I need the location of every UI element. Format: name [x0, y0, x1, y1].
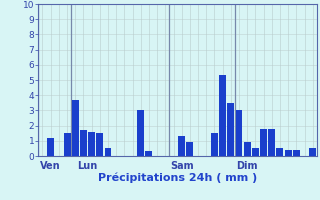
Bar: [227, 103, 234, 156]
Bar: [80, 130, 87, 156]
X-axis label: Précipitations 24h ( mm ): Précipitations 24h ( mm ): [98, 172, 257, 183]
Bar: [219, 75, 226, 156]
Bar: [309, 148, 316, 156]
Bar: [88, 132, 95, 156]
Bar: [72, 100, 79, 156]
Bar: [293, 150, 300, 156]
Bar: [285, 150, 292, 156]
Bar: [146, 151, 152, 156]
Bar: [96, 133, 103, 156]
Bar: [276, 148, 284, 156]
Bar: [178, 136, 185, 156]
Bar: [187, 142, 193, 156]
Bar: [244, 142, 251, 156]
Bar: [137, 110, 144, 156]
Bar: [105, 148, 111, 156]
Bar: [268, 129, 275, 156]
Bar: [47, 138, 54, 156]
Bar: [211, 133, 218, 156]
Bar: [260, 129, 267, 156]
Bar: [236, 110, 243, 156]
Bar: [252, 148, 259, 156]
Bar: [64, 133, 70, 156]
